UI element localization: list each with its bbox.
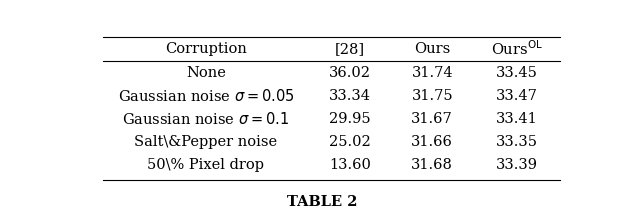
Text: 33.35: 33.35 — [496, 135, 538, 149]
Text: Salt\&Pepper noise: Salt\&Pepper noise — [134, 135, 278, 149]
Text: 31.74: 31.74 — [411, 66, 453, 80]
Text: 33.47: 33.47 — [496, 89, 538, 103]
Text: 33.45: 33.45 — [496, 66, 538, 80]
Text: 33.41: 33.41 — [496, 112, 538, 126]
Text: Ours$^{\mathrm{OL}}$: Ours$^{\mathrm{OL}}$ — [491, 40, 543, 58]
Text: Ours: Ours — [414, 42, 450, 56]
Text: Gaussian noise $\sigma = 0.1$: Gaussian noise $\sigma = 0.1$ — [122, 111, 290, 127]
Text: Gaussian noise $\sigma = 0.05$: Gaussian noise $\sigma = 0.05$ — [117, 88, 294, 104]
Text: 33.34: 33.34 — [329, 89, 371, 103]
Text: 31.66: 31.66 — [411, 135, 453, 149]
Text: TABLE 2: TABLE 2 — [286, 195, 357, 209]
Text: 33.39: 33.39 — [496, 159, 538, 172]
Text: 29.95: 29.95 — [329, 112, 371, 126]
Text: 13.60: 13.60 — [329, 159, 371, 172]
Text: [28]: [28] — [335, 42, 365, 56]
Text: 36.02: 36.02 — [329, 66, 371, 80]
Text: 31.67: 31.67 — [411, 112, 453, 126]
Text: 31.75: 31.75 — [411, 89, 453, 103]
Text: 25.02: 25.02 — [329, 135, 371, 149]
Text: 31.68: 31.68 — [411, 159, 453, 172]
Text: None: None — [186, 66, 225, 80]
Text: Corruption: Corruption — [165, 42, 247, 56]
Text: 50\% Pixel drop: 50\% Pixel drop — [148, 159, 264, 172]
